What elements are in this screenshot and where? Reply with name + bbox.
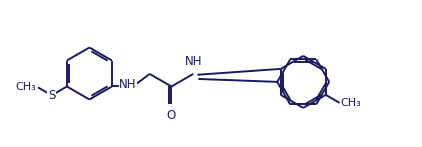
Text: O: O <box>167 109 176 122</box>
Text: CH₃: CH₃ <box>16 82 37 92</box>
Text: NH: NH <box>184 55 202 69</box>
Text: CH₃: CH₃ <box>341 98 362 108</box>
Text: NH: NH <box>119 78 137 91</box>
Text: S: S <box>48 89 55 102</box>
